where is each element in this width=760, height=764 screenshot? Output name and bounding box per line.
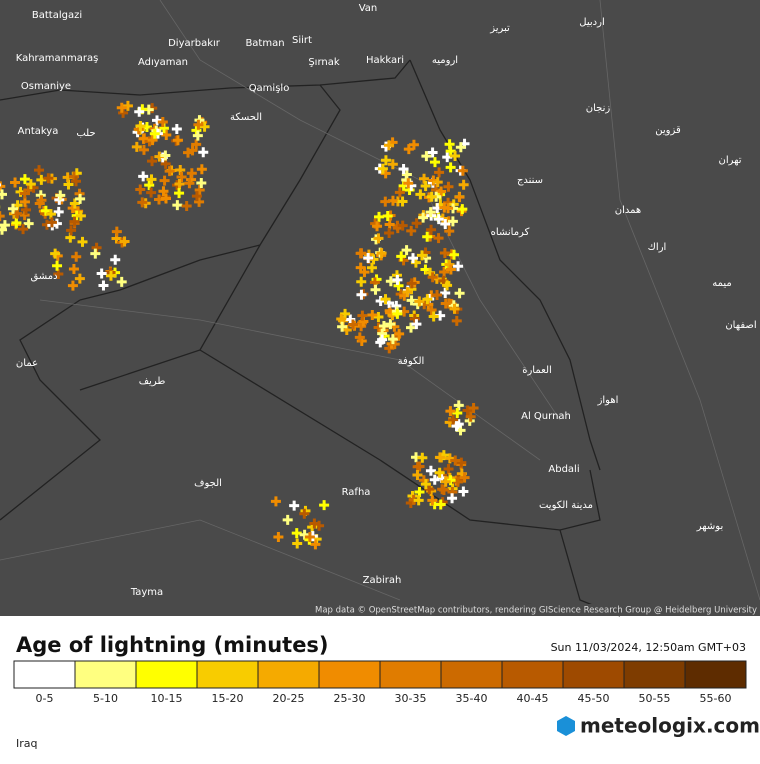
city-label: Hakkari	[366, 55, 404, 66]
attribution: Map data © OpenStreetMap contributors, r…	[315, 606, 757, 616]
city-label: الحسكة	[230, 112, 262, 123]
city-label: Al Qurnah	[521, 411, 571, 422]
legend-label: 15-20	[212, 692, 244, 705]
map-background	[0, 0, 760, 616]
city-label: Şırnak	[308, 57, 340, 68]
legend-label: 10-15	[151, 692, 183, 705]
city-label: تبريز	[489, 23, 510, 34]
legend-swatch	[14, 661, 75, 688]
city-label: Kahramanmaraş	[16, 53, 99, 64]
city-label: Qamişlo	[249, 83, 290, 94]
legend-label: 25-30	[334, 692, 366, 705]
city-label: همدان	[615, 205, 641, 216]
city-label: بوشهر	[696, 521, 723, 532]
city-label: Battalgazi	[32, 10, 82, 21]
city-label: Zabirah	[363, 575, 402, 586]
timestamp: Sun 11/03/2024, 12:50am GMT+03	[551, 641, 746, 654]
region: Iraq	[16, 737, 38, 750]
legend-label: 55-60	[700, 692, 732, 705]
legend-swatch	[441, 661, 502, 688]
city-label: العمارة	[522, 365, 552, 376]
city-label: اهواز	[597, 395, 619, 406]
logo-icon	[557, 716, 575, 736]
legend-title: Age of lightning (minutes)	[16, 633, 329, 657]
city-label: ميمه	[712, 278, 732, 289]
city-label: دمشق	[30, 271, 57, 282]
city-label: Rafha	[342, 487, 371, 498]
legend-swatch	[136, 661, 197, 688]
legend-swatch	[75, 661, 136, 688]
city-label: عمان	[16, 358, 38, 369]
city-label: Tayma	[130, 587, 163, 598]
legend-swatch	[685, 661, 746, 688]
city-label: Adıyaman	[138, 57, 188, 68]
city-label: حلب	[76, 128, 95, 139]
legend-swatch	[624, 661, 685, 688]
city-label: Antakya	[18, 126, 59, 137]
city-label: سنندج	[517, 175, 543, 186]
city-label: اردبيل	[579, 17, 604, 28]
legend-label: 40-45	[517, 692, 549, 705]
city-label: Diyarbakır	[168, 38, 221, 49]
city-label: اصفهان	[725, 320, 756, 331]
legend-swatch	[502, 661, 563, 688]
city-label: اراك	[648, 242, 667, 253]
city-label: طريف	[139, 376, 166, 387]
brand: meteologix.com	[580, 714, 760, 738]
city-label: ارومیه	[432, 55, 458, 66]
city-label: كرمانشاه	[491, 227, 530, 238]
city-label: الجوف	[194, 478, 222, 489]
legend-swatch	[380, 661, 441, 688]
legend-label: 35-40	[456, 692, 488, 705]
legend-label: 50-55	[639, 692, 671, 705]
city-label: تهران	[718, 155, 741, 166]
legend-swatch	[319, 661, 380, 688]
legend-swatch	[197, 661, 258, 688]
city-label: قزوين	[655, 125, 681, 136]
legend-swatch	[258, 661, 319, 688]
legend-label: 45-50	[578, 692, 610, 705]
legend-label: 0-5	[36, 692, 54, 705]
city-label: الكوفة	[398, 356, 425, 367]
legend: 0-5 5-10 10-15 15-20 20-25 25-30 30-35 35-40 40-…	[14, 661, 746, 705]
city-label: Abdali	[548, 464, 579, 475]
city-label: Siirt	[292, 35, 312, 46]
city-label: Osmaniye	[21, 81, 71, 92]
city-label: زنجان	[586, 103, 611, 114]
city-label: مدينة الكويت	[539, 500, 593, 511]
legend-swatch	[563, 661, 624, 688]
city-label: Van	[359, 3, 378, 14]
legend-label: 20-25	[273, 692, 305, 705]
legend-label: 30-35	[395, 692, 427, 705]
city-label: Batman	[245, 38, 284, 49]
legend-label: 5-10	[93, 692, 118, 705]
